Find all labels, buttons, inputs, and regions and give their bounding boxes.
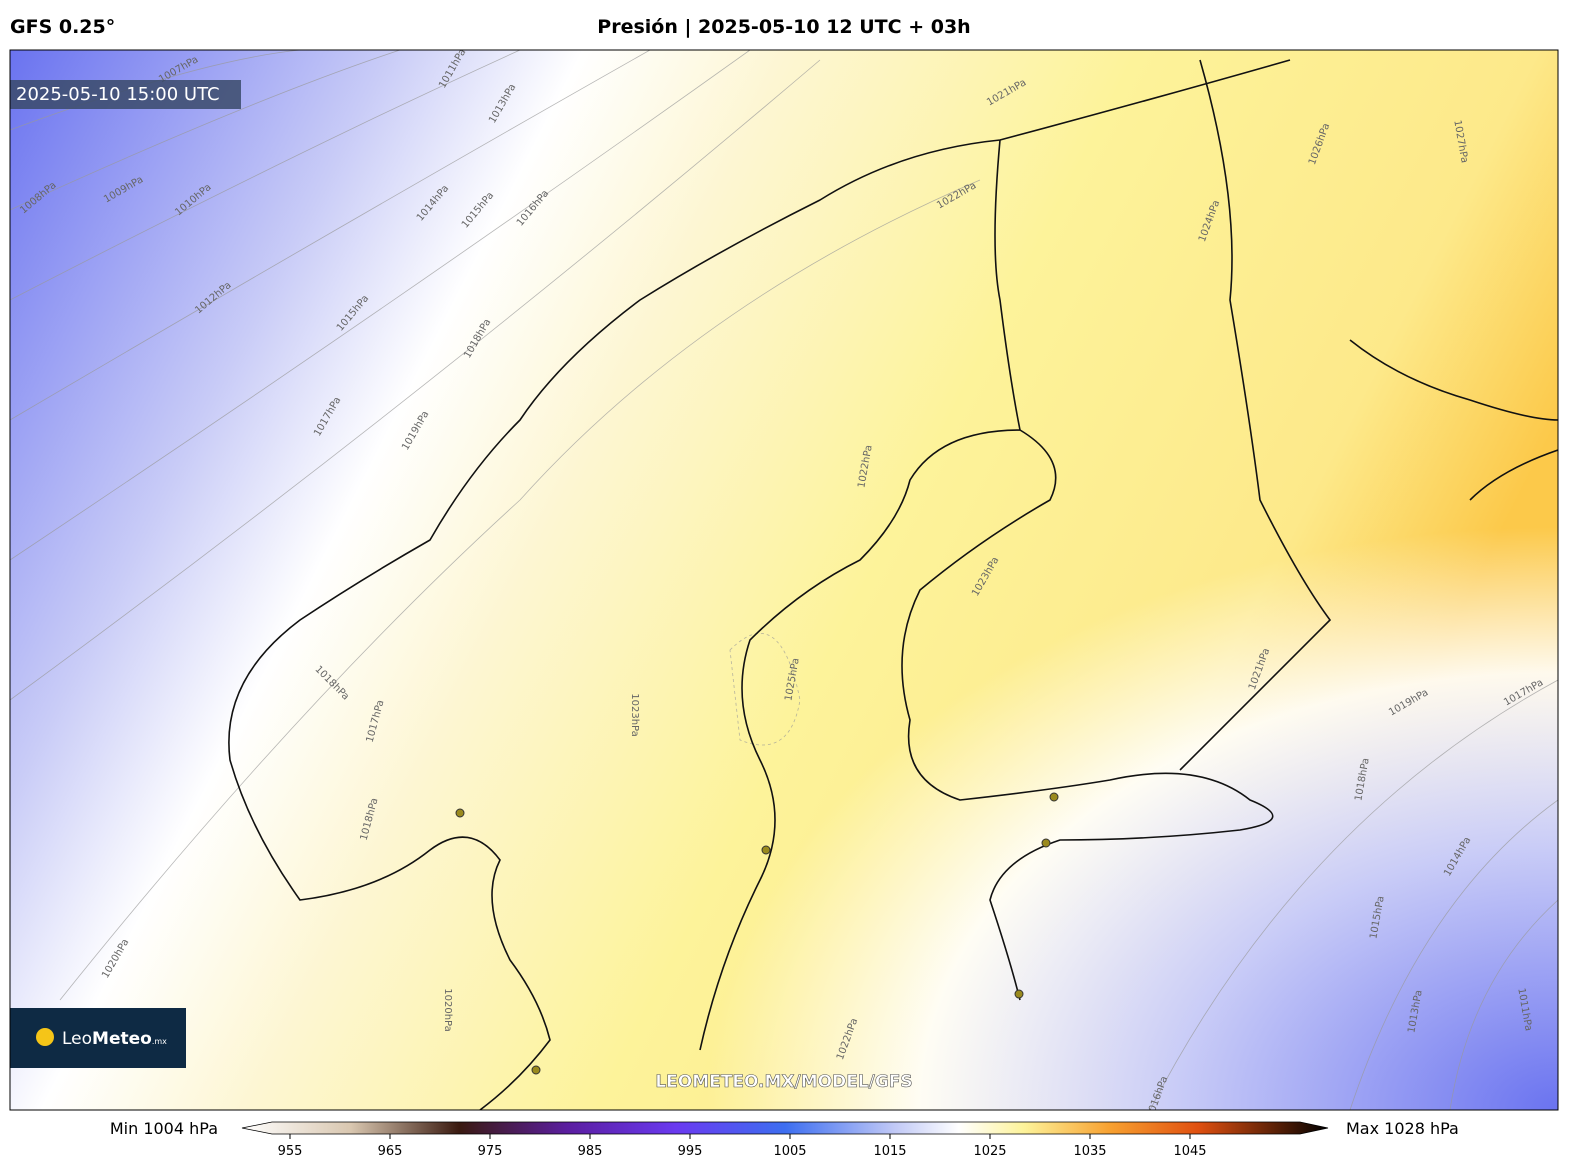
colorbar-tick-label: 955 bbox=[278, 1144, 303, 1159]
colorbar-tick-label: 1015 bbox=[873, 1144, 906, 1159]
colorbar-tick-label: 995 bbox=[678, 1144, 703, 1159]
colorbar bbox=[241, 1121, 1329, 1135]
isobar-label: 1020hPa bbox=[442, 988, 453, 1032]
map-frame bbox=[9, 49, 1559, 1111]
logo-bold: Meteo bbox=[92, 1029, 152, 1049]
colorbar-min: Min 1004 hPa bbox=[110, 1119, 218, 1138]
colorbar-tick-label: 1045 bbox=[1173, 1144, 1206, 1159]
colorbar-ticks: 955 965 975 985 995 1005 1015 1025 1035 1045 bbox=[278, 1134, 1207, 1159]
colorbar-tick-label: 1005 bbox=[773, 1144, 806, 1159]
chart-title: Presión | 2025-05-10 12 UTC + 03h bbox=[597, 16, 970, 38]
colorbar-tick-label: 985 bbox=[578, 1144, 603, 1159]
pressure-field-low bbox=[10, 50, 1558, 1110]
isobars bbox=[10, 50, 1558, 1110]
logo-light: Leo bbox=[62, 1029, 92, 1049]
colorbar-max: Max 1028 hPa bbox=[1346, 1119, 1459, 1138]
colorbar-tick-label: 965 bbox=[378, 1144, 403, 1159]
model-name: GFS 0.25° bbox=[10, 16, 115, 38]
city-markers bbox=[455, 792, 1059, 1075]
isobar-label: 1023hPa bbox=[629, 693, 640, 737]
valid-time: 2025-05-10 15:00 UTC bbox=[16, 84, 220, 105]
logo-sun bbox=[36, 1028, 54, 1046]
colorbar-tick-label: 1035 bbox=[1073, 1144, 1106, 1159]
logo-suffix: .mx bbox=[152, 1037, 167, 1046]
watermark: LEOMETEO.MX/MODEL/GFS bbox=[655, 1072, 912, 1092]
colorbar-tick-label: 1025 bbox=[973, 1144, 1006, 1159]
coastlines bbox=[228, 59, 1558, 1110]
colorbar-tick-label: 975 bbox=[478, 1144, 503, 1159]
valid-time-box bbox=[10, 80, 241, 109]
logo-text: LeoMeteo.mx bbox=[62, 1029, 167, 1049]
